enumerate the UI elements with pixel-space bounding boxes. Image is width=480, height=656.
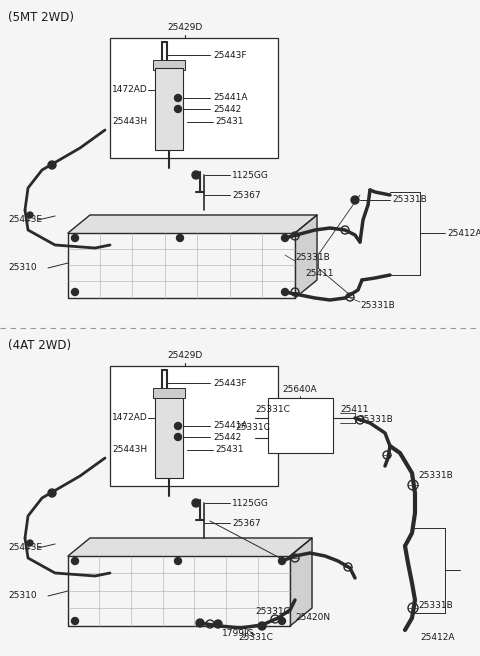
Text: 25367: 25367 xyxy=(232,190,261,199)
Text: 25443E: 25443E xyxy=(8,544,42,552)
Circle shape xyxy=(278,617,286,625)
Text: 25441A: 25441A xyxy=(213,422,248,430)
Polygon shape xyxy=(295,215,317,298)
Text: 25331C: 25331C xyxy=(238,634,273,642)
Circle shape xyxy=(258,622,266,630)
Circle shape xyxy=(214,620,222,628)
Bar xyxy=(110,366,278,486)
Circle shape xyxy=(27,540,33,546)
Circle shape xyxy=(72,558,79,565)
Bar xyxy=(153,60,185,70)
Text: 1799JG: 1799JG xyxy=(222,628,254,638)
Bar xyxy=(155,396,183,478)
Circle shape xyxy=(351,196,359,204)
Text: 25420N: 25420N xyxy=(295,613,330,623)
Circle shape xyxy=(175,434,181,440)
Circle shape xyxy=(72,234,79,241)
Text: 25331B: 25331B xyxy=(418,472,453,480)
Circle shape xyxy=(175,106,181,112)
Text: 25443F: 25443F xyxy=(213,379,247,388)
Text: 25310: 25310 xyxy=(8,264,36,272)
Text: 25331B: 25331B xyxy=(360,300,395,310)
Text: 25443H: 25443H xyxy=(112,117,147,127)
Text: 25411: 25411 xyxy=(340,405,369,415)
Circle shape xyxy=(192,171,200,179)
Text: 25411: 25411 xyxy=(305,270,334,279)
Text: 25442: 25442 xyxy=(213,432,241,441)
Polygon shape xyxy=(290,538,312,626)
Text: (4AT 2WD): (4AT 2WD) xyxy=(8,340,71,352)
Circle shape xyxy=(192,499,200,507)
Bar xyxy=(153,388,185,398)
Text: 25331C: 25331C xyxy=(255,607,290,615)
Text: 25412A: 25412A xyxy=(447,228,480,237)
Text: 1472AD: 1472AD xyxy=(112,413,148,422)
Circle shape xyxy=(196,619,204,627)
Text: 25431: 25431 xyxy=(215,117,243,127)
Circle shape xyxy=(281,234,288,241)
Text: 25441A: 25441A xyxy=(213,94,248,102)
Text: 25443E: 25443E xyxy=(8,216,42,224)
Text: 25429D: 25429D xyxy=(168,352,203,361)
Text: 25331B: 25331B xyxy=(358,415,393,424)
Circle shape xyxy=(278,558,286,565)
Circle shape xyxy=(72,289,79,295)
Circle shape xyxy=(48,161,56,169)
Circle shape xyxy=(175,422,181,430)
Text: 25443F: 25443F xyxy=(213,51,247,60)
Text: 25331B: 25331B xyxy=(392,195,427,205)
Bar xyxy=(155,68,183,150)
Polygon shape xyxy=(68,538,312,556)
Text: 25412A: 25412A xyxy=(420,634,455,642)
Text: 25442: 25442 xyxy=(213,104,241,113)
Bar xyxy=(110,38,278,158)
Text: 25443H: 25443H xyxy=(112,445,147,455)
Text: 25431: 25431 xyxy=(215,445,243,455)
Circle shape xyxy=(175,558,181,565)
Bar xyxy=(268,398,333,453)
Circle shape xyxy=(177,234,183,241)
Circle shape xyxy=(27,212,33,218)
Text: 25331B: 25331B xyxy=(418,602,453,611)
Text: 25429D: 25429D xyxy=(168,24,203,33)
Text: 1125GG: 1125GG xyxy=(232,499,269,508)
Circle shape xyxy=(72,617,79,625)
Circle shape xyxy=(175,94,181,102)
Text: 25331C: 25331C xyxy=(235,424,270,432)
Text: 25640A: 25640A xyxy=(283,386,317,394)
Text: 25310: 25310 xyxy=(8,592,36,600)
Text: 1472AD: 1472AD xyxy=(112,85,148,94)
Circle shape xyxy=(48,489,56,497)
Circle shape xyxy=(281,289,288,295)
Text: 1125GG: 1125GG xyxy=(232,171,269,180)
Text: 25331B: 25331B xyxy=(295,253,330,262)
Polygon shape xyxy=(68,215,317,233)
Text: 25367: 25367 xyxy=(232,518,261,527)
Text: (5MT 2WD): (5MT 2WD) xyxy=(8,12,74,24)
Text: 25331C: 25331C xyxy=(255,405,290,415)
